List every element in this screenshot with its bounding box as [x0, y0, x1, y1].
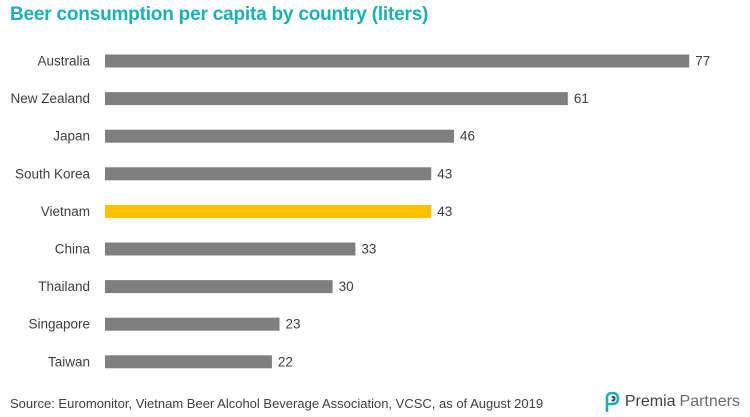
category-label: South Korea: [15, 166, 91, 181]
data-label: 77: [695, 54, 710, 69]
brand-name-premia: Premia: [624, 393, 676, 410]
bar: [105, 317, 280, 331]
bar: [105, 54, 690, 68]
brand-name-partners: Partners: [679, 393, 740, 410]
category-label: Japan: [53, 129, 90, 144]
data-label: 43: [437, 166, 452, 181]
data-label: 30: [339, 279, 354, 294]
category-label: New Zealand: [10, 91, 90, 106]
data-label: 23: [286, 317, 301, 332]
bar-highlight: [105, 204, 432, 218]
data-label: 61: [574, 91, 589, 106]
bar: [105, 280, 333, 294]
premia-logo-icon: [605, 392, 620, 412]
category-label: China: [55, 242, 91, 257]
bar: [105, 129, 455, 143]
chart-title: Beer consumption per capita by country (…: [10, 4, 429, 25]
category-label: Singapore: [28, 317, 90, 332]
data-label: 43: [437, 204, 452, 219]
bar: [105, 355, 272, 369]
data-label: 46: [460, 129, 475, 144]
category-label: Taiwan: [48, 354, 90, 369]
source-note: Source: Euromonitor, Vietnam Beer Alcoho…: [10, 396, 544, 411]
data-label: 33: [361, 242, 376, 257]
data-label: 22: [278, 354, 293, 369]
brand-logo: Premia Partners: [603, 392, 740, 412]
bar: [105, 167, 432, 181]
bar-chart: Australia 77 New Zealand 61 Japan 46 South Kor…: [10, 54, 710, 370]
bar: [105, 242, 356, 256]
category-label: Thailand: [38, 279, 90, 294]
category-label: Vietnam: [41, 204, 90, 219]
category-label: Australia: [37, 54, 90, 69]
bar: [105, 92, 568, 106]
